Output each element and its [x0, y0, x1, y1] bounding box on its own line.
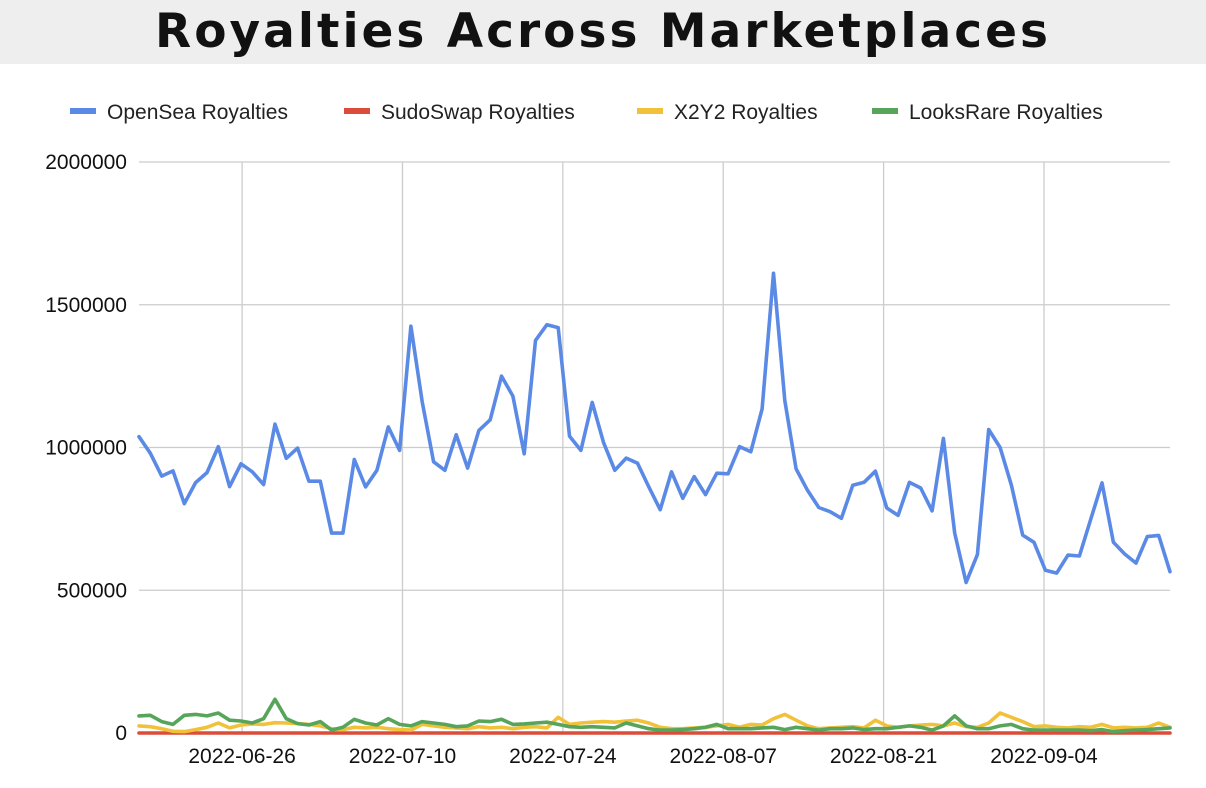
y-tick-label: 500000 — [57, 579, 127, 602]
x-tick-label: 2022-06-26 — [188, 745, 295, 768]
series-line-opensea-royalties — [137, 271, 1172, 585]
y-tick-label: 1000000 — [45, 437, 127, 460]
y-axis-tick-labels: 0 500000 1000000 1500000 2000000 — [45, 151, 127, 745]
series-line-looksrare-royalties — [137, 697, 1172, 734]
x-tick-label: 2022-08-07 — [670, 745, 777, 768]
y-tick-label: 2000000 — [45, 151, 127, 174]
x-tick-label: 2022-08-21 — [830, 745, 937, 768]
x-tick-label: 2022-07-24 — [509, 745, 617, 768]
y-tick-label: 1500000 — [45, 294, 127, 317]
title-bar — [0, 0, 1206, 64]
y-tick-label: 0 — [115, 722, 127, 745]
legend-label-sudoswap-royalties: SudoSwap Royalties — [381, 101, 575, 124]
legend-swatch-looksrare-royalties — [872, 108, 898, 114]
legend-swatch-sudoswap-royalties — [344, 108, 370, 114]
gridlines — [139, 161, 1170, 734]
legend-label-looksrare-royalties: LooksRare Royalties — [909, 101, 1103, 124]
x-tick-label: 2022-09-04 — [990, 745, 1098, 768]
legend-label-opensea-royalties: OpenSea Royalties — [107, 101, 288, 124]
legend: OpenSea Royalties SudoSwap Royalties X2Y2 … — [70, 101, 1103, 124]
x-tick-label: 2022-07-10 — [349, 745, 456, 768]
x-axis-tick-labels: 2022-06-26 2022-07-10 2022-07-24 2022-08-07… — [188, 745, 1098, 768]
legend-swatch-opensea-royalties — [70, 108, 96, 114]
legend-label-x2y2-royalties: X2Y2 Royalties — [674, 101, 818, 124]
series-lines — [137, 271, 1172, 735]
chart-title: Royalties Across Marketplaces — [155, 4, 1051, 59]
legend-swatch-x2y2-royalties — [637, 108, 663, 114]
